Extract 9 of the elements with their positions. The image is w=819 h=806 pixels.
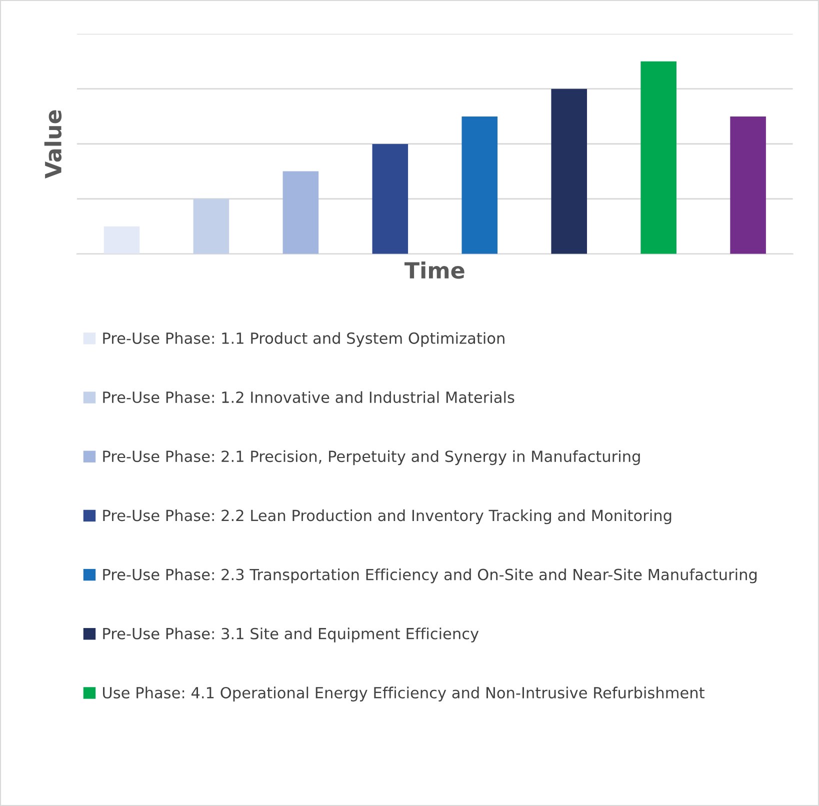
legend-label: Pre-Use Phase: 3.1 Site and Equipment Efficiency [103, 628, 479, 642]
legend-label: Pre-Use Phase: 1.1 Product and System Optimization [103, 332, 504, 347]
legend-label: Pre-Use Phase: 2.2 Lean Production and Inventory Tracking and Monitoring [103, 509, 672, 524]
legend-label: Pre-Use Phase: 2.3 Transportation Efficiency and On-Site and Near-Site Manufacturing [103, 568, 757, 584]
legend-label: Pre-Use Phase: 2.1 Precision, Perpetuity and Synergy in Manufacturing [103, 450, 640, 466]
legend-label: Pre-Use Phase: 1.2 Innovative and Industrial Materials [103, 391, 514, 404]
y-axis-title: Value [44, 110, 62, 179]
x-axis-title: Time [404, 262, 464, 279]
legend-label: Use Phase: 4.1 Operational Energy Efficiency and Non-Intrusive Refurbishment [103, 686, 704, 702]
